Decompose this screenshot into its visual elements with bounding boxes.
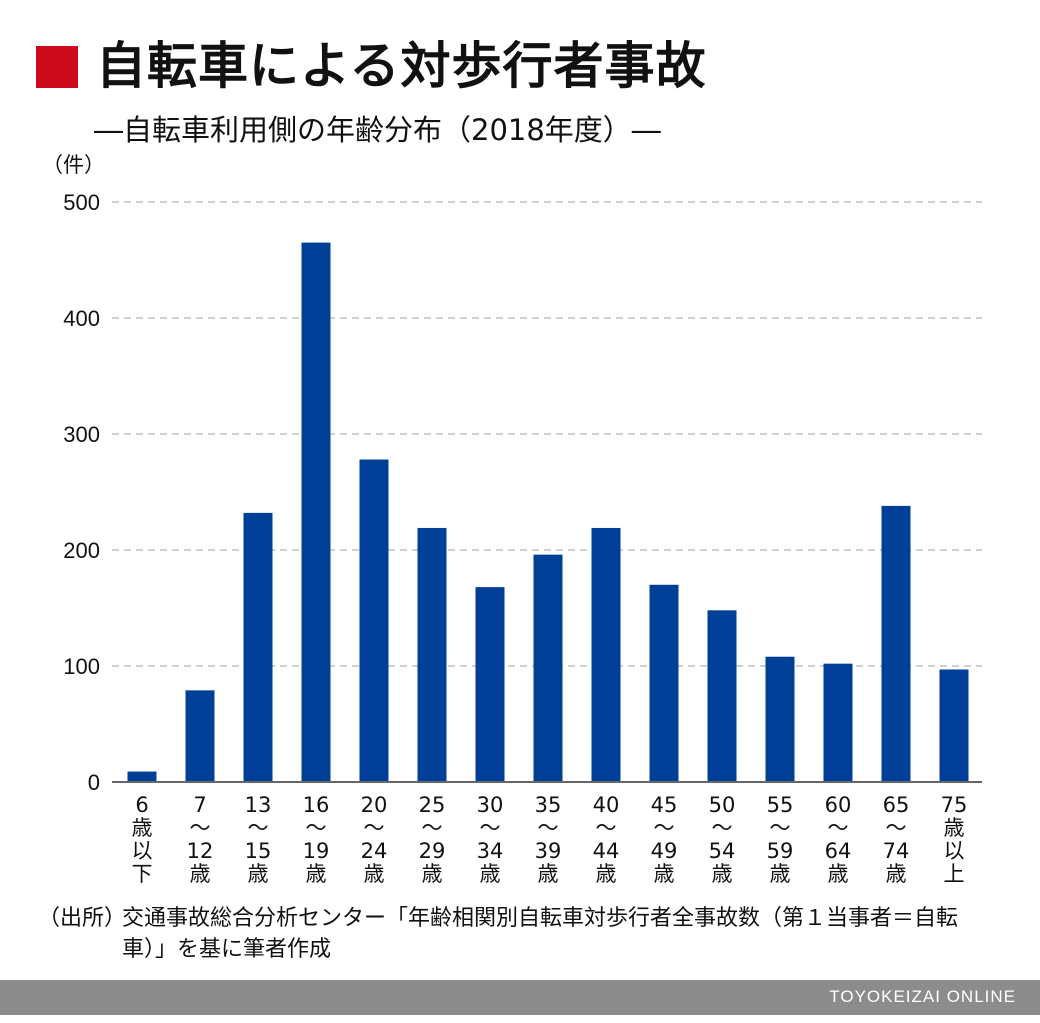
x-tick-label: 歳 [422,862,443,886]
x-tick-label: 歳 [886,862,907,886]
x-tick-label: 16 [303,793,330,817]
x-tick-label: 50 [709,793,736,817]
x-tick-label: 歳 [190,862,211,886]
bar [185,690,215,782]
x-tick-label: 〜 [190,816,211,840]
x-tick-label: 49 [651,839,678,863]
x-tick-label: 〜 [248,816,269,840]
x-tick-labels: 6歳以下7〜12歳13〜15歳16〜19歳20〜24歳25〜29歳30〜34歳3… [132,793,968,886]
y-tick-label: 500 [63,190,100,215]
x-tick-label: 29 [419,839,446,863]
x-tick-label: 54 [709,839,736,863]
x-tick-label: 〜 [886,816,907,840]
x-tick-label: 35 [535,793,562,817]
x-tick-label: 〜 [538,816,559,840]
x-tick-label: 13 [245,793,272,817]
source-note: （出所） 交通事故総合分析センター「年齢相関別自転車対歩行者全事故数（第１当事者… [38,903,998,965]
x-tick-label: 6 [135,793,148,817]
x-tick-label: 〜 [306,816,327,840]
x-tick-label: 59 [767,839,794,863]
bar [417,527,447,782]
x-tick-label: 〜 [422,816,443,840]
x-tick-label: 〜 [654,816,675,840]
source-label: （出所） [38,906,127,931]
x-tick-label: 歳 [596,862,617,886]
bars [127,242,969,783]
bar [823,663,853,782]
bar [301,242,331,783]
x-tick-label: 〜 [770,816,791,840]
bar [881,505,911,782]
x-tick-label: 75 [941,793,968,817]
x-tick-label: 下 [132,862,153,886]
x-tick-label: 60 [825,793,852,817]
x-tick-label: 74 [883,839,910,863]
brand-logo-text: TOYOKEIZAI ONLINE [829,987,1016,1006]
x-tick-label: 〜 [828,816,849,840]
x-tick-label: 45 [651,793,678,817]
y-tick-label: 200 [63,538,100,563]
y-axis-unit-label: （件） [42,153,105,177]
source-text: 交通事故総合分析センター「年齢相関別自転車対歩行者全事故数（第１当事者＝自転車）… [122,906,959,962]
x-tick-label: 〜 [712,816,733,840]
x-tick-label: 以 [944,839,965,863]
x-tick-label: 64 [825,839,852,863]
x-tick-label: 上 [944,862,965,886]
x-tick-label: 34 [477,839,504,863]
x-tick-label: 30 [477,793,504,817]
x-tick-label: 44 [593,839,620,863]
bar [591,527,621,782]
y-tick-label: 300 [63,422,100,447]
x-tick-label: 24 [361,839,388,863]
bar [649,584,679,782]
x-tick-label: 歳 [538,862,559,886]
x-tick-label: 以 [132,839,153,863]
chart-title: 自転車による対歩行者事故 [96,37,707,95]
bar [127,771,157,782]
bar [243,512,273,782]
title-square-icon [36,46,78,88]
x-tick-label: 歳 [364,862,385,886]
x-tick-label: 25 [419,793,446,817]
x-tick-label: 歳 [828,862,849,886]
bar [359,459,389,782]
x-tick-label: 歳 [306,862,327,886]
x-tick-label: 歳 [654,862,675,886]
x-tick-label: 20 [361,793,388,817]
x-tick-label: 7 [193,793,206,817]
y-tick-label: 400 [63,306,100,331]
x-tick-label: 65 [883,793,910,817]
bar [475,587,505,782]
x-tick-label: 〜 [596,816,617,840]
x-tick-label: 15 [245,839,272,863]
y-tick-labels: 0 100 200 300 400 500 [63,190,100,795]
chart-subtitle: ―自転車利用側の年齢分布（2018年度）― [94,113,661,147]
x-tick-label: 〜 [480,816,501,840]
x-tick-label: 歳 [712,862,733,886]
x-tick-label: 歳 [944,816,965,840]
y-tick-label: 100 [63,654,100,679]
y-tick-label: 0 [88,770,100,795]
x-tick-label: 歳 [132,816,153,840]
x-tick-label: 19 [303,839,330,863]
x-tick-label: 12 [187,839,214,863]
bar [533,554,563,782]
x-tick-label: 40 [593,793,620,817]
bar [765,656,795,782]
x-tick-label: 歳 [770,862,791,886]
x-tick-label: 歳 [480,862,501,886]
bar [707,610,737,782]
footer-bar: TOYOKEIZAI ONLINE [0,980,1040,1015]
x-tick-label: 55 [767,793,794,817]
x-tick-label: 39 [535,839,562,863]
x-tick-label: 〜 [364,816,385,840]
x-tick-label: 歳 [248,862,269,886]
bar [939,669,969,782]
